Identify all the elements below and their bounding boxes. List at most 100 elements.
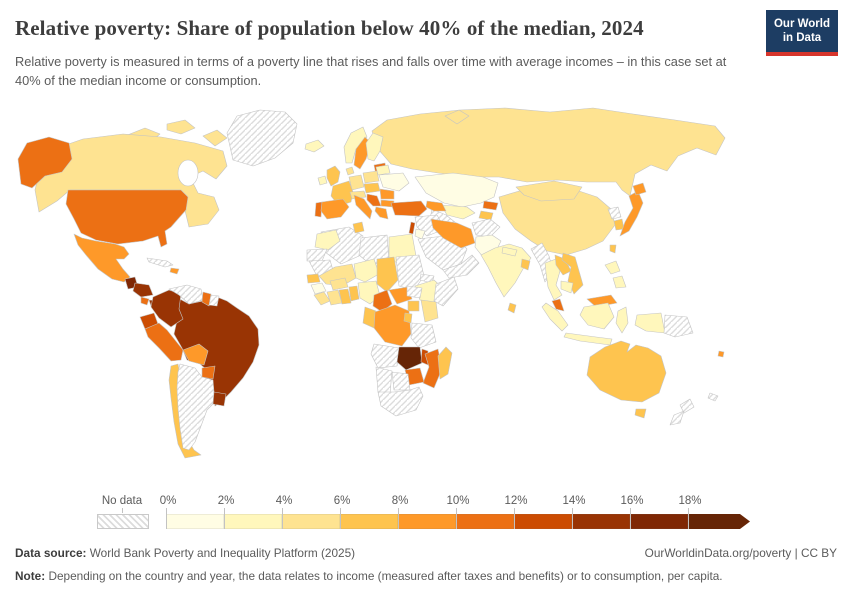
country-ghana[interactable]: [338, 288, 352, 305]
country-costa-rica[interactable]: [140, 296, 150, 306]
country-alaska[interactable]: [17, 136, 73, 189]
country-greenland[interactable]: [226, 109, 298, 167]
country-nepal[interactable]: [501, 246, 518, 257]
country-somalia[interactable]: [433, 276, 459, 307]
owid-logo[interactable]: Our World in Data: [766, 10, 838, 56]
country-bangladesh[interactable]: [520, 258, 531, 271]
country-japan-hokkaido[interactable]: [632, 182, 647, 196]
country-mozambique[interactable]: [422, 348, 443, 389]
country-new-zealand-north[interactable]: [679, 398, 695, 414]
country-japan[interactable]: [619, 190, 644, 237]
country-australia-tasmania[interactable]: [634, 408, 647, 419]
country-malawi[interactable]: [420, 348, 429, 366]
country-romania[interactable]: [379, 188, 395, 200]
country-united-states[interactable]: [65, 189, 189, 248]
country-north-korea[interactable]: [607, 206, 622, 220]
country-finland[interactable]: [365, 132, 384, 162]
country-angola[interactable]: [370, 343, 400, 369]
country-kazakhstan[interactable]: [414, 172, 499, 208]
country-burkina-faso[interactable]: [329, 277, 349, 291]
country-ireland[interactable]: [317, 175, 328, 186]
country-united-kingdom[interactable]: [326, 165, 341, 187]
legend-no-data-swatch[interactable]: [97, 514, 149, 529]
country-new-zealand-south[interactable]: [669, 410, 685, 426]
country-tunisia[interactable]: [352, 221, 365, 234]
country-south-sudan[interactable]: [406, 285, 423, 299]
country-honduras-nicaragua[interactable]: [132, 282, 154, 298]
country-cambodia[interactable]: [560, 280, 574, 294]
country-sri-lanka[interactable]: [507, 302, 517, 314]
legend-bin-12-14%[interactable]: [514, 514, 572, 529]
country-morocco[interactable]: [314, 229, 341, 251]
country-spain[interactable]: [320, 198, 350, 220]
country-fiji[interactable]: [717, 350, 725, 358]
country-indonesia-borneo[interactable]: [579, 302, 615, 330]
owid-link[interactable]: OurWorldinData.org/poverty | CC BY: [644, 546, 837, 560]
legend-color-bar[interactable]: [166, 514, 750, 529]
country-sudan[interactable]: [395, 254, 425, 291]
country-uzbekistan[interactable]: [440, 204, 476, 220]
country-italy[interactable]: [353, 194, 373, 220]
country-guyana[interactable]: [201, 291, 212, 307]
legend-bin-8-10%[interactable]: [398, 514, 456, 529]
country-botswana[interactable]: [391, 371, 411, 391]
legend-bin-10-12%[interactable]: [456, 514, 514, 529]
legend-bin-16-18%[interactable]: [630, 514, 688, 529]
country-guinea[interactable]: [310, 282, 327, 295]
legend-bin-6-8%[interactable]: [340, 514, 398, 529]
country-afghanistan[interactable]: [471, 218, 501, 238]
country-zambia[interactable]: [396, 346, 423, 371]
legend-bin-4-6%[interactable]: [282, 514, 340, 529]
country-bolivia[interactable]: [182, 343, 209, 366]
country-caucasus[interactable]: [425, 200, 447, 212]
country-new-caledonia[interactable]: [707, 392, 719, 402]
country-niger[interactable]: [353, 258, 380, 283]
country-taiwan[interactable]: [609, 244, 617, 254]
country-philippines-north[interactable]: [604, 260, 621, 275]
country-mongolia[interactable]: [515, 180, 583, 202]
country-uruguay[interactable]: [212, 391, 227, 407]
country-philippines-south[interactable]: [612, 275, 627, 289]
country-suriname[interactable]: [208, 294, 220, 307]
world-map[interactable]: [0, 104, 850, 492]
country-dominican-republic[interactable]: [169, 267, 180, 275]
country-australia[interactable]: [586, 340, 667, 403]
country-poland[interactable]: [362, 170, 380, 184]
country-kyrgyzstan[interactable]: [482, 200, 499, 211]
country-tajikistan[interactable]: [478, 210, 494, 221]
country-indonesia-sulawesi[interactable]: [615, 306, 629, 334]
country-turkey[interactable]: [390, 200, 428, 217]
country-paraguay[interactable]: [201, 365, 216, 380]
country-western-balkans[interactable]: [366, 193, 382, 207]
country-argentina[interactable]: [176, 363, 215, 451]
country-kenya[interactable]: [420, 299, 439, 323]
country-namibia[interactable]: [375, 366, 393, 395]
country-central-african-republic[interactable]: [388, 286, 413, 305]
country-switzerland-austria[interactable]: [349, 190, 367, 200]
country-greece[interactable]: [374, 206, 389, 220]
country-uganda[interactable]: [407, 300, 420, 312]
country-dr-congo[interactable]: [373, 304, 412, 347]
country-norway[interactable]: [343, 126, 368, 164]
country-rwanda-burundi[interactable]: [403, 312, 413, 324]
country-madagascar[interactable]: [437, 346, 453, 380]
country-indonesia-papua[interactable]: [634, 312, 666, 334]
country-israel[interactable]: [408, 221, 416, 235]
country-denmark[interactable]: [345, 166, 355, 176]
country-mexico[interactable]: [73, 233, 131, 283]
country-papua-new-guinea[interactable]: [663, 314, 694, 338]
country-belarus[interactable]: [375, 164, 391, 176]
country-yemen-oman[interactable]: [442, 254, 480, 279]
country-brazil[interactable]: [173, 296, 260, 407]
country-chad[interactable]: [376, 256, 399, 293]
country-vietnam[interactable]: [561, 252, 584, 295]
country-indonesia-sumatra[interactable]: [541, 302, 569, 332]
country-ukraine[interactable]: [378, 172, 410, 192]
legend-bin-14-16%[interactable]: [572, 514, 630, 529]
country-india[interactable]: [480, 243, 532, 298]
country-novaya-zemlya[interactable]: [444, 109, 470, 125]
legend-bin-0-2%[interactable]: [166, 514, 224, 529]
country-czechia-hungary[interactable]: [363, 182, 381, 194]
country-cuba[interactable]: [146, 257, 174, 268]
legend-bin-2-4%[interactable]: [224, 514, 282, 529]
